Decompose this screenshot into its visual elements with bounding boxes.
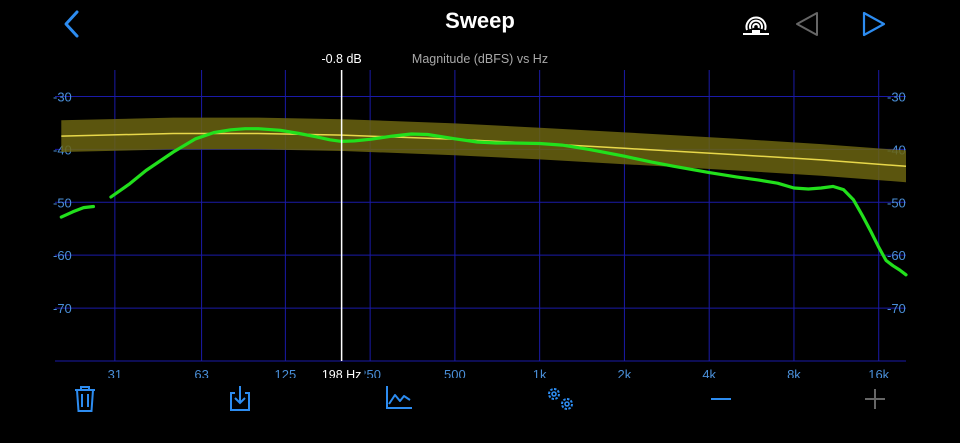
x-tick-label: 4k — [702, 367, 716, 378]
x-tick-label: 8k — [787, 367, 801, 378]
cursor[interactable]: -0.8 dB 198 Hz — [318, 52, 365, 378]
reference-band — [61, 117, 907, 183]
measurement-line — [59, 204, 96, 219]
graph-icon — [386, 386, 412, 409]
y-tick-label-left: -60 — [53, 248, 72, 263]
x-axis: 31 63 125 250 500 1k 2k 4k 8k 16k — [108, 367, 890, 378]
download-icon — [230, 386, 250, 411]
graph-button[interactable] — [382, 382, 416, 416]
signal-source-icon — [743, 16, 769, 35]
gears-icon — [548, 388, 573, 410]
page-title: Sweep — [445, 8, 515, 33]
x-tick-label: 2k — [618, 367, 632, 378]
x-tick-label: 250 — [359, 367, 381, 378]
y-tick-label-left: -30 — [53, 89, 72, 104]
settings-button[interactable] — [543, 382, 577, 416]
x-tick-label: 1k — [533, 367, 547, 378]
cursor-frequency-background — [318, 365, 365, 378]
plus-icon — [865, 389, 885, 409]
zoom-out-button[interactable] — [704, 382, 738, 416]
minus-icon — [711, 398, 731, 400]
measurement-line — [109, 127, 908, 277]
y-tick-label-left: -70 — [53, 301, 72, 316]
signal-source-button[interactable] — [740, 8, 772, 40]
chevron-left-icon — [64, 10, 79, 38]
cursor-frequency-label: 198 Hz — [322, 368, 362, 378]
play-reverse-icon — [796, 12, 818, 36]
y-tick-label-right: -60 — [887, 248, 906, 263]
play-button[interactable] — [857, 8, 889, 40]
trash-icon — [75, 386, 95, 412]
y-tick-label-left: -50 — [53, 195, 72, 210]
back-button[interactable] — [58, 8, 88, 40]
previous-button[interactable] — [792, 8, 824, 40]
save-button[interactable] — [223, 382, 257, 416]
y-tick-label-right: -50 — [887, 195, 906, 210]
y-tick-label-right: -30 — [887, 89, 906, 104]
series-layer — [59, 117, 908, 277]
grid — [55, 70, 906, 362]
cursor-level-label: -0.8 dB — [321, 52, 361, 66]
x-tick-label: 31 — [108, 367, 122, 378]
x-tick-label: 63 — [194, 367, 208, 378]
x-tick-label: 500 — [444, 367, 466, 378]
x-tick-label: 125 — [275, 367, 297, 378]
y-axis-right: -30-40-50-60-70 — [887, 89, 906, 316]
chart-title: Magnitude (dBFS) vs Hz — [412, 52, 548, 66]
zoom-in-button[interactable] — [858, 382, 892, 416]
delete-button[interactable] — [68, 382, 102, 416]
play-icon — [862, 11, 886, 37]
x-tick-label: 16k — [868, 367, 889, 378]
top-bar: Sweep — [0, 0, 960, 48]
magnitude-chart[interactable]: Magnitude (dBFS) vs Hz -30-40-50-60-70 -… — [0, 48, 960, 378]
y-tick-label-right: -70 — [887, 301, 906, 316]
